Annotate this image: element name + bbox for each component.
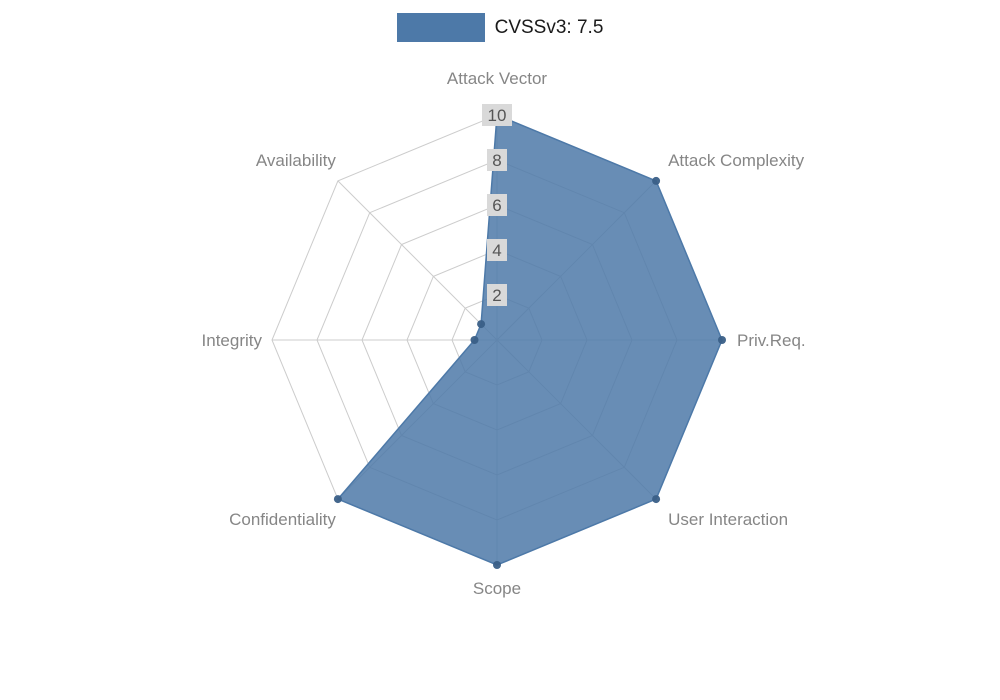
data-point-2[interactable] <box>718 336 726 344</box>
tick-box-4 <box>487 239 507 261</box>
axis-label-integrity: Integrity <box>202 331 263 350</box>
axis-label-availability: Availability <box>256 151 337 170</box>
legend-swatch <box>396 13 485 42</box>
tick-label-4: 4 <box>492 241 501 260</box>
tick-label-10: 10 <box>488 106 507 125</box>
tick-label-8: 8 <box>492 151 501 170</box>
tick-box-2 <box>487 284 507 306</box>
axis-label-attack-complexity: Attack Complexity <box>668 151 805 170</box>
data-point-1[interactable] <box>652 176 661 185</box>
tick-box-6 <box>487 194 507 216</box>
tick-label-2: 2 <box>492 286 501 305</box>
axis-label-user-interaction: User Interaction <box>668 510 788 529</box>
axis-label-priv-req: Priv.Req. <box>737 331 806 350</box>
axis-label-scope: Scope <box>473 579 521 598</box>
chart-legend[interactable]: CVSSv3: 7.5 <box>0 13 1000 42</box>
data-point-4[interactable] <box>493 561 501 569</box>
tick-box-10 <box>482 104 512 126</box>
tick-box-8 <box>487 149 507 171</box>
data-point-7[interactable] <box>477 320 486 329</box>
legend-label: CVSSv3: 7.5 <box>494 17 604 38</box>
data-point-3[interactable] <box>652 495 661 504</box>
data-point-6[interactable] <box>470 336 479 344</box>
data-point-5[interactable] <box>333 495 342 504</box>
axis-label-confidentiality: Confidentiality <box>229 510 336 529</box>
grid-spoke-7 <box>337 180 498 341</box>
tick-label-6: 6 <box>492 196 501 215</box>
axis-label-attack-vector: Attack Vector <box>447 69 547 88</box>
